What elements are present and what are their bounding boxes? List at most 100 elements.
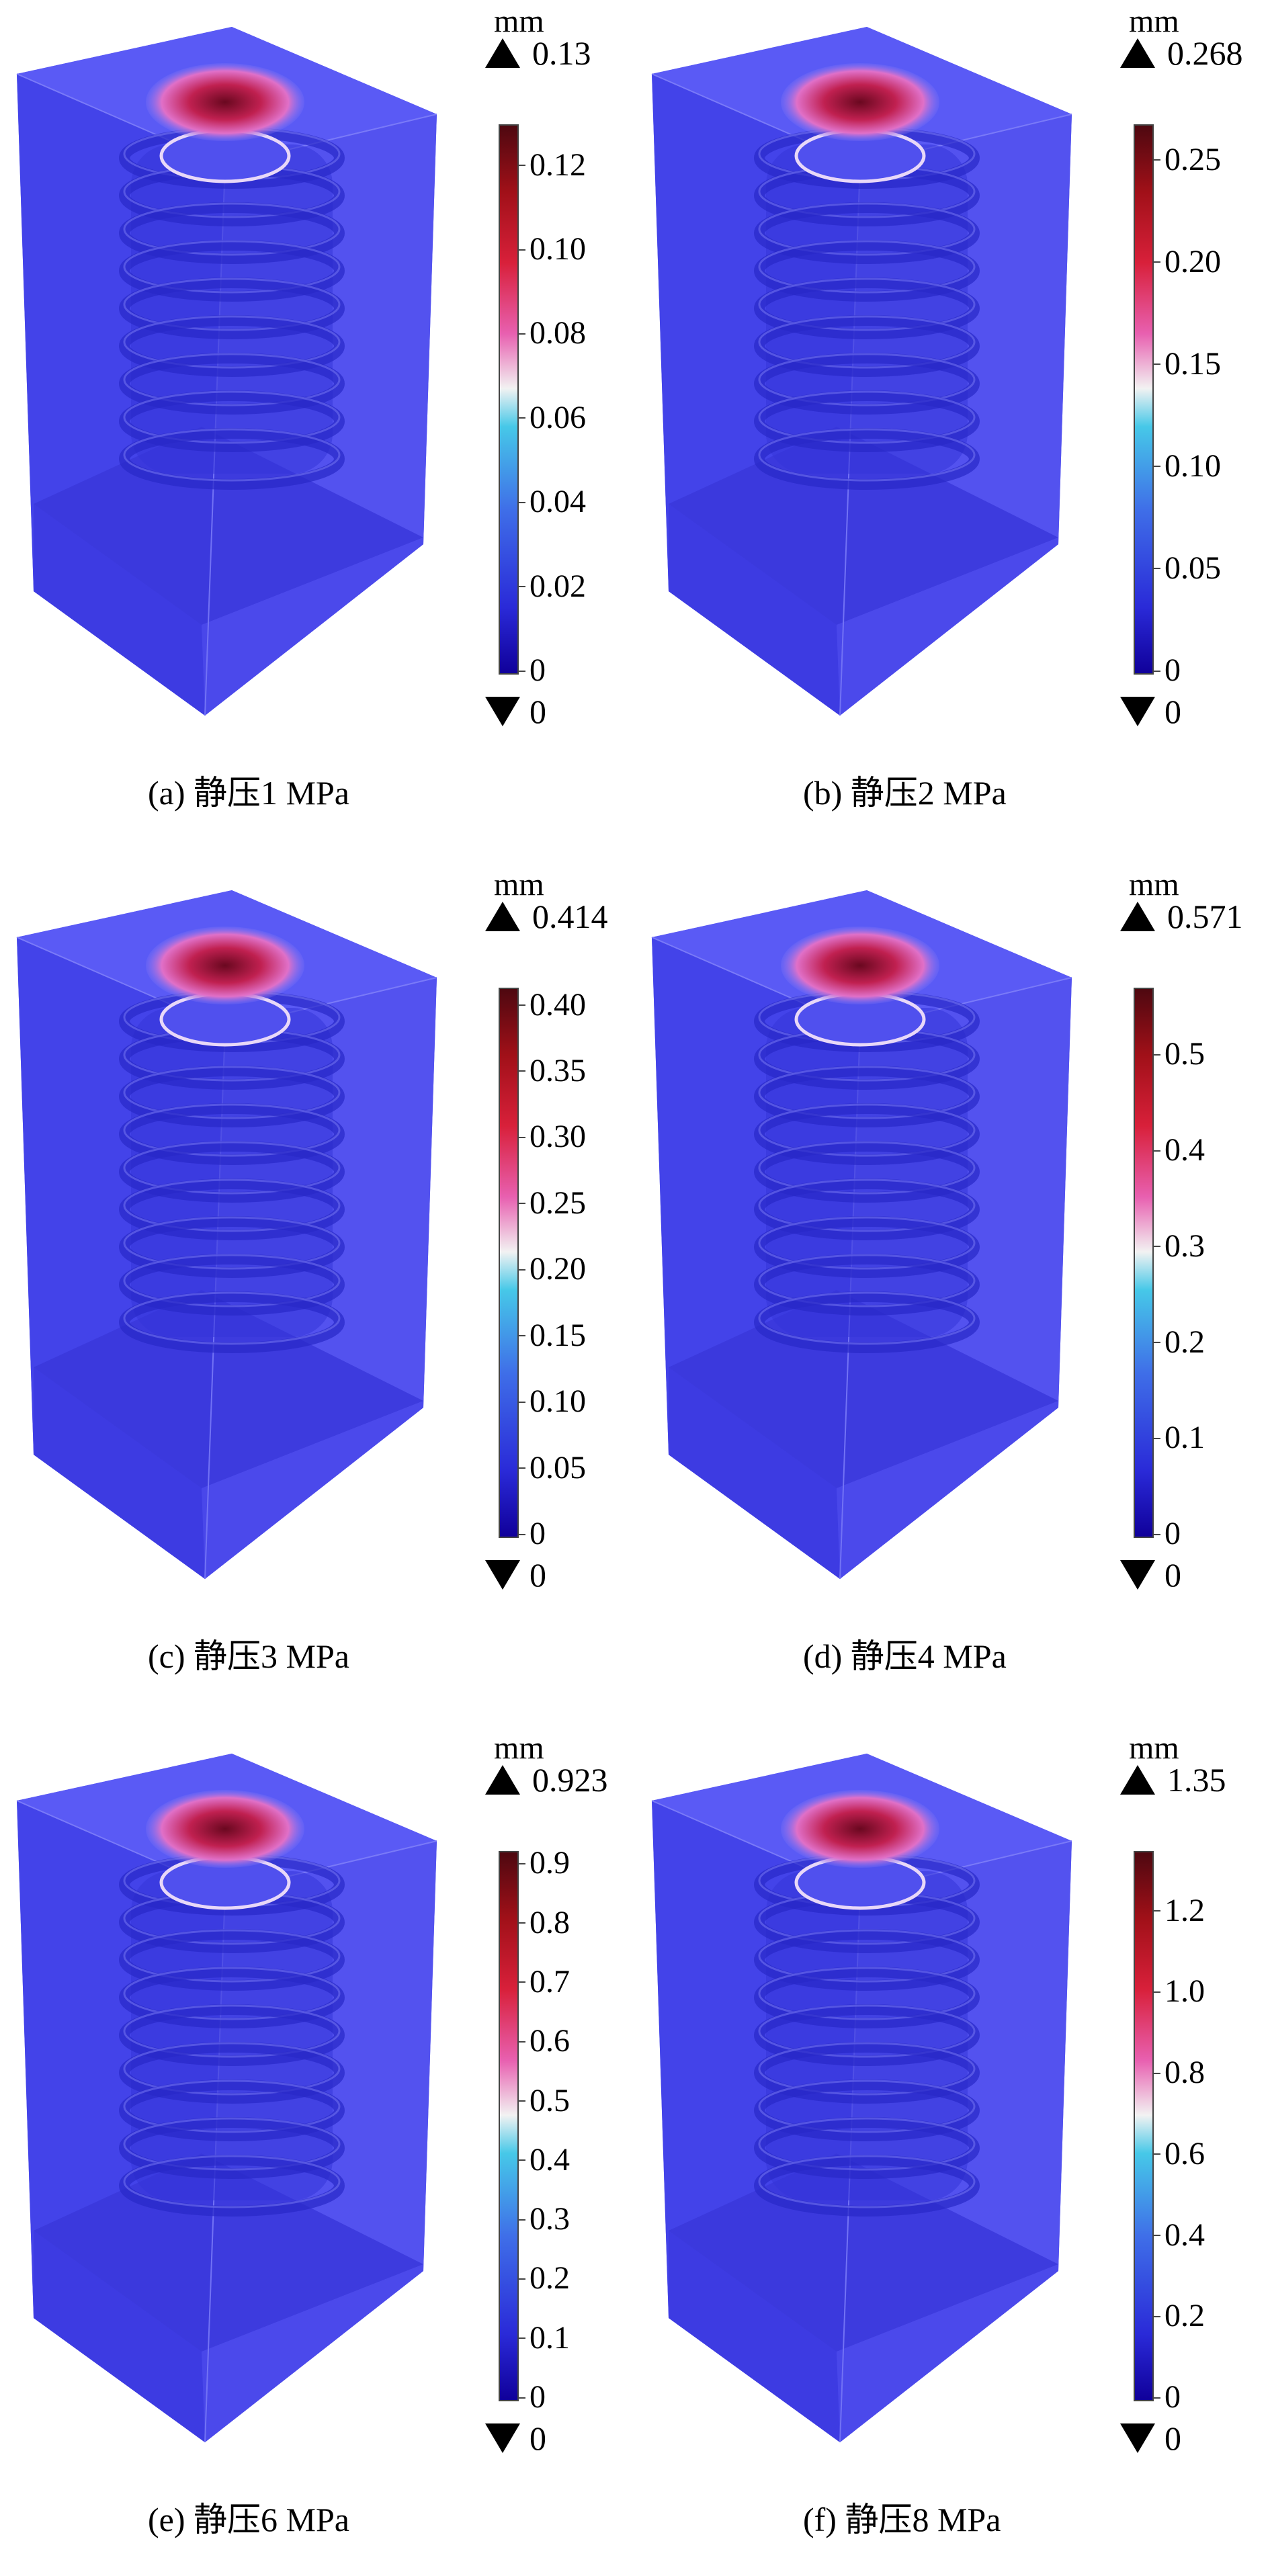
max-value: 1.35: [1167, 1761, 1226, 1799]
color-bar-tick: 0.15: [1154, 345, 1221, 382]
max-triangle-icon: [485, 902, 520, 931]
color-bar: [1134, 124, 1154, 675]
color-bar-tick: 1.0: [1154, 1973, 1205, 2010]
color-bar-tick: 0.25: [519, 1185, 586, 1221]
color-bar-tick: 0.5: [519, 2082, 570, 2118]
min-triangle-icon: [1120, 1560, 1155, 1590]
min-triangle-icon: [1120, 697, 1155, 726]
color-bar-tick: 0.10: [519, 1383, 586, 1420]
threaded-coil: [119, 927, 345, 1353]
threaded-coil: [119, 1790, 345, 2217]
max-displacement-spot: [146, 927, 304, 1004]
color-bar-tick: 1.2: [1154, 1892, 1205, 1928]
max-triangle-icon: [1120, 902, 1155, 931]
color-bar-tick: 0.05: [1154, 550, 1221, 586]
max-value-row: 0.923: [485, 1760, 608, 1799]
color-bar-tick: 0.04: [519, 484, 586, 520]
max-value-row: 0.414: [485, 897, 608, 936]
max-displacement-spot: [781, 1790, 939, 1868]
color-bar-tick: 0.3: [519, 2201, 570, 2237]
color-bar-tick: 0.4: [519, 2141, 570, 2178]
color-bar-tick: 0: [1154, 2379, 1181, 2415]
threaded-coil: [119, 63, 345, 490]
color-bar-tick: 0.1: [1154, 1420, 1205, 1456]
color-bar-tick: 0.2: [519, 2260, 570, 2296]
color-bar-tick: 0.4: [1154, 1132, 1205, 1168]
color-bar-tick: 0.3: [1154, 1228, 1205, 1264]
simulation-render: [651, 27, 1072, 716]
max-triangle-icon: [485, 38, 520, 68]
color-bar-tick: 0.25: [1154, 141, 1221, 177]
unit-label: mm: [1129, 867, 1179, 902]
panel-f: mm 1.35 1.2 1.0 0.8 0.6 0.4 0.2 0 0 (f) 静压8 MPa: [635, 1727, 1270, 2576]
min-value: 0: [1165, 1556, 1181, 1594]
max-value-row: 0.571: [1120, 897, 1243, 936]
color-bar: [499, 124, 519, 675]
min-value: 0: [530, 1556, 546, 1594]
color-bar: [499, 1851, 519, 2401]
min-triangle-icon: [485, 1560, 520, 1590]
color-bar-tick: 0.05: [519, 1449, 586, 1486]
threaded-coil: [754, 1790, 980, 2217]
color-bar-tick: 0.6: [519, 2023, 570, 2059]
panel-caption: (a) 静压1 MPa: [148, 774, 349, 812]
max-triangle-icon: [1120, 38, 1155, 68]
color-bar-tick: 0.8: [519, 1904, 570, 1940]
threaded-coil: [754, 63, 980, 490]
color-bar-tick: 0.10: [519, 231, 586, 267]
max-triangle-icon: [485, 1765, 520, 1795]
panel-caption: (f) 静压8 MPa: [803, 2501, 1001, 2538]
panel-d: mm 0.571 0.5 0.4 0.3 0.2 0.1 0 0 (d) 静压4 MPa: [635, 863, 1270, 1713]
max-triangle-icon: [1120, 1765, 1155, 1795]
min-triangle-icon: [485, 2423, 520, 2453]
color-bar: [1134, 988, 1154, 1538]
color-bar-tick: 0.9: [519, 1845, 570, 1881]
color-bar-tick: 0.06: [519, 399, 586, 435]
color-bar-tick: 0.02: [519, 568, 586, 604]
max-value: 0.13: [532, 34, 591, 72]
min-value: 0: [1165, 2419, 1181, 2457]
min-value-row: 0: [1120, 692, 1181, 731]
color-bar-tick: 0.20: [519, 1251, 586, 1287]
color-bar-tick: 0.2: [1154, 2298, 1205, 2334]
color-bar-tick: 0.8: [1154, 2055, 1205, 2091]
min-value: 0: [1165, 693, 1181, 730]
color-bar: [1134, 1851, 1154, 2401]
simulation-render: [16, 1754, 437, 2443]
max-value: 0.268: [1167, 34, 1243, 72]
max-displacement-spot: [146, 63, 304, 141]
unit-label: mm: [1129, 1730, 1179, 1766]
panel-caption: (d) 静压4 MPa: [803, 1637, 1007, 1675]
color-bar-tick: 0: [1154, 652, 1181, 688]
min-value-row: 0: [485, 2419, 546, 2458]
color-bar-tick: 0.20: [1154, 243, 1221, 280]
min-value: 0: [530, 2419, 546, 2457]
max-displacement-spot: [781, 927, 939, 1004]
color-bar-tick: 0.10: [1154, 447, 1221, 484]
panel-b: mm 0.268 0.25 0.20 0.15 0.10 0.05 0 0 (b) 静压2 MPa: [635, 0, 1270, 849]
unit-label: mm: [494, 1730, 544, 1766]
color-bar-tick: 0: [519, 2379, 546, 2415]
simulation-render: [16, 27, 437, 716]
simulation-render: [16, 890, 437, 1580]
color-bar-tick: 0.2: [1154, 1324, 1205, 1360]
color-bar-tick: 0.7: [519, 1963, 570, 2000]
max-value-row: 0.268: [1120, 34, 1243, 73]
max-displacement-spot: [146, 1790, 304, 1868]
panel-c: mm 0.414 0.40 0.35 0.30 0.25 0.20 0.15 0.10 0.05 0…: [0, 863, 635, 1713]
panel-a: mm 0.13 0.12 0.10 0.08 0.06 0.04 0.02 0 0 (a) 静压1 …: [0, 0, 635, 849]
panel-caption: (c) 静压3 MPa: [148, 1637, 349, 1675]
min-value-row: 0: [1120, 1555, 1181, 1594]
color-bar-tick: 0.6: [1154, 2135, 1205, 2172]
min-triangle-icon: [1120, 2423, 1155, 2453]
panel-caption: (b) 静压2 MPa: [803, 774, 1007, 812]
color-bar-tick: 0.1: [519, 2319, 570, 2356]
max-value-row: 0.13: [485, 34, 591, 73]
simulation-render: [651, 890, 1072, 1580]
max-displacement-spot: [781, 63, 939, 141]
min-value-row: 0: [485, 692, 546, 731]
color-bar-tick: 0.40: [519, 986, 586, 1023]
color-bar-tick: 0.5: [1154, 1036, 1205, 1072]
color-bar-tick: 0.4: [1154, 2217, 1205, 2253]
color-bar: [499, 988, 519, 1538]
